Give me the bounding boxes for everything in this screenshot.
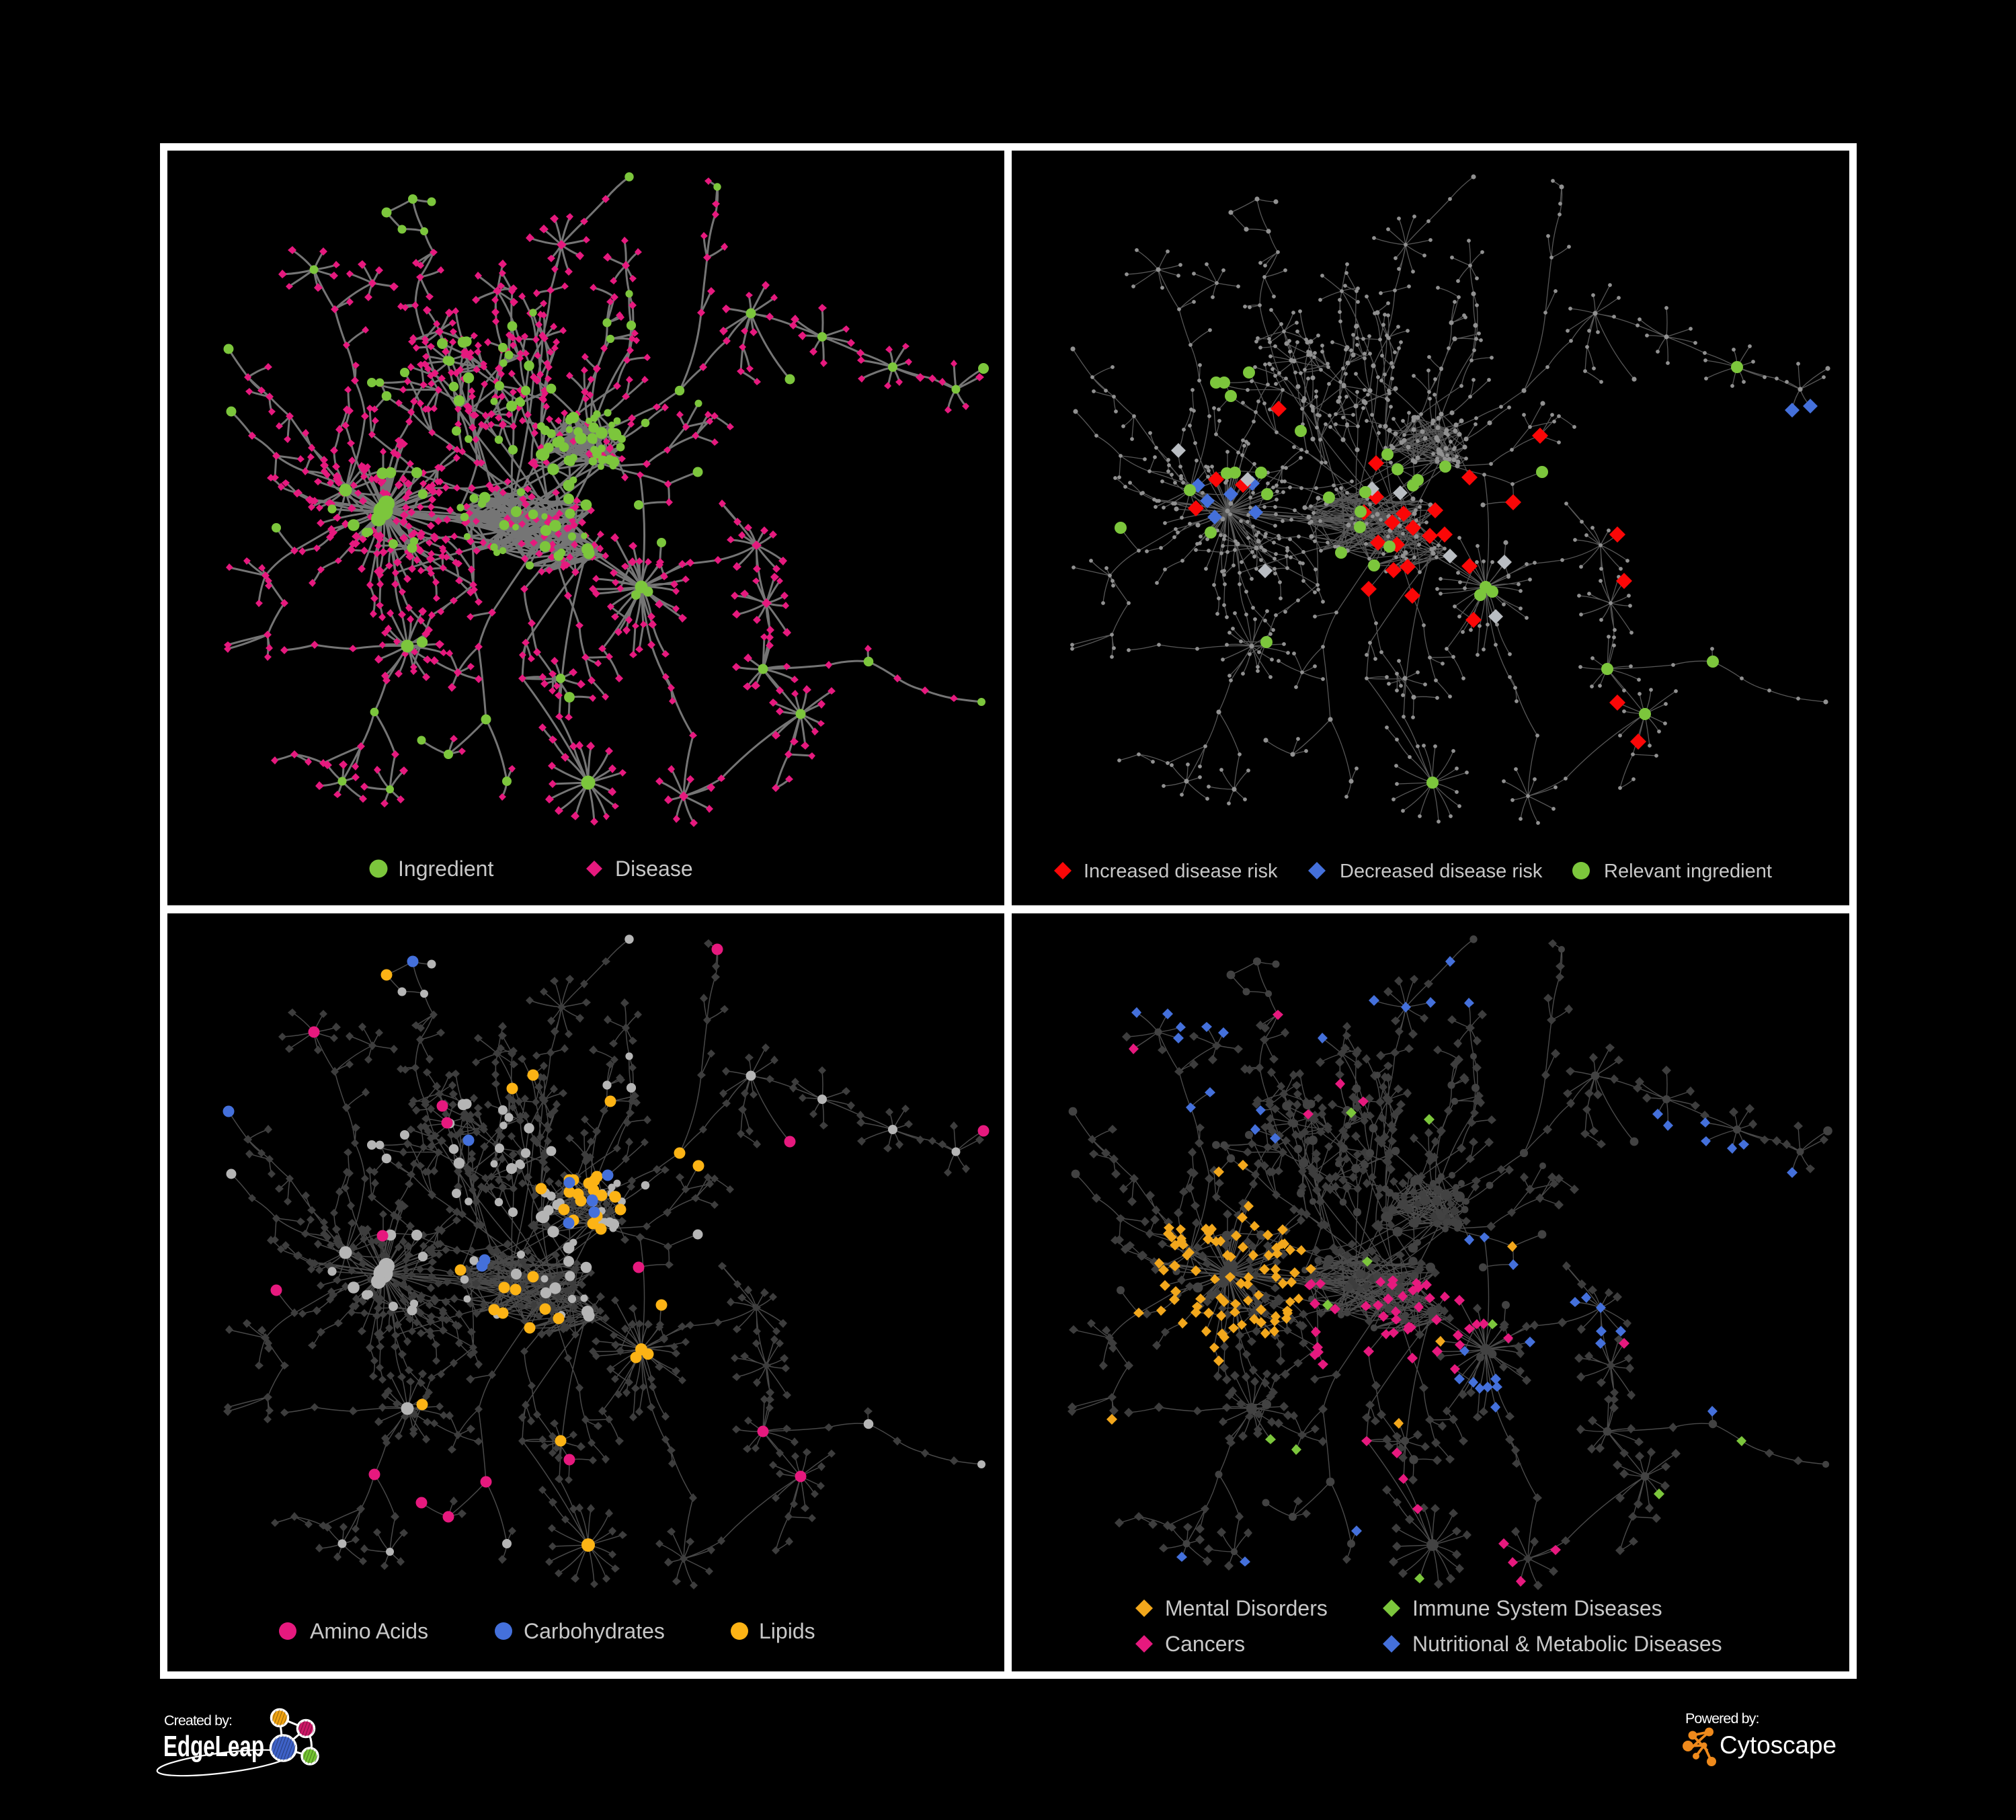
svg-text:Cytoscape: Cytoscape — [1720, 1731, 1837, 1759]
svg-text:Nutritional & Metabolic Diseas: Nutritional & Metabolic Diseases — [1412, 1632, 1722, 1656]
svg-text:Disease: Disease — [615, 857, 693, 881]
svg-text:Immune System Diseases: Immune System Diseases — [1412, 1596, 1662, 1620]
svg-text:Powered by:: Powered by: — [1685, 1710, 1760, 1727]
svg-text:Increased disease risk: Increased disease risk — [1084, 861, 1278, 882]
svg-text:Cancers: Cancers — [1165, 1632, 1245, 1656]
svg-text:Amino Acids: Amino Acids — [310, 1619, 428, 1643]
svg-text:Mental Disorders: Mental Disorders — [1165, 1596, 1328, 1620]
svg-text:Created by:: Created by: — [164, 1712, 233, 1729]
svg-text:Carbohydrates: Carbohydrates — [524, 1619, 665, 1643]
svg-text:EdgeLeap: EdgeLeap — [163, 1730, 264, 1763]
svg-text:Ingredient: Ingredient — [398, 857, 493, 881]
svg-text:Relevant ingredient: Relevant ingredient — [1604, 861, 1772, 882]
svg-text:Lipids: Lipids — [759, 1619, 815, 1643]
svg-text:Decreased disease risk: Decreased disease risk — [1340, 861, 1543, 882]
